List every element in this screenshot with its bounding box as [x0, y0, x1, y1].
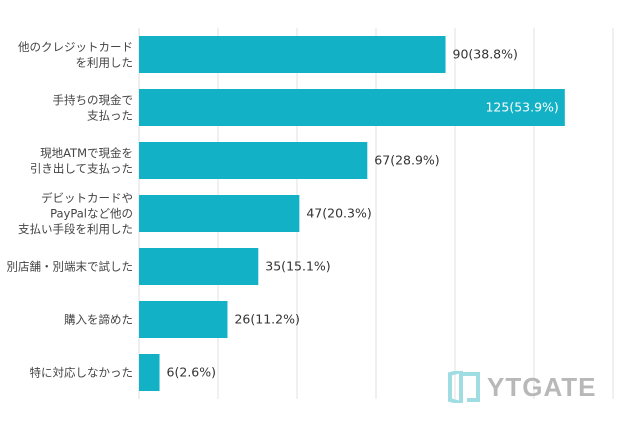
data-label: 125(53.9%) — [485, 100, 558, 115]
bar — [139, 89, 565, 126]
category-label: PayPalなど他の — [50, 207, 133, 221]
data-label: 90(38.8%) — [453, 47, 518, 62]
logo-text: YTGATE — [487, 371, 597, 402]
bar — [139, 36, 446, 73]
category-label: を利用した — [76, 55, 134, 69]
bar — [139, 195, 300, 232]
category-label: 支払い手段を利用した — [18, 222, 133, 236]
bar — [139, 301, 228, 338]
data-label: 35(15.1%) — [265, 259, 330, 274]
category-label: 特に対応しなかった — [30, 366, 134, 380]
data-label: 26(11.2%) — [234, 312, 299, 327]
category-label: デビットカードや — [41, 191, 133, 205]
ytgate-logo: YTGATE — [447, 371, 597, 403]
category-label: 他のクレジットカード — [18, 40, 133, 54]
category-label: 支払った — [87, 108, 133, 122]
door-logo-icon — [448, 371, 480, 403]
data-label: 47(20.3%) — [306, 206, 371, 221]
category-label: 現地ATMで現金を — [40, 146, 133, 160]
category-label: 購入を諦めた — [64, 313, 133, 327]
category-label: 別店舗・別端末で試した — [7, 260, 134, 274]
category-label: 手持ちの現金で — [53, 93, 134, 107]
category-label: 引き出して支払った — [30, 161, 133, 175]
bar — [139, 142, 368, 179]
bar — [139, 248, 259, 285]
bar — [139, 354, 160, 391]
data-label: 67(28.9%) — [374, 153, 439, 168]
data-label: 6(2.6%) — [167, 365, 216, 380]
